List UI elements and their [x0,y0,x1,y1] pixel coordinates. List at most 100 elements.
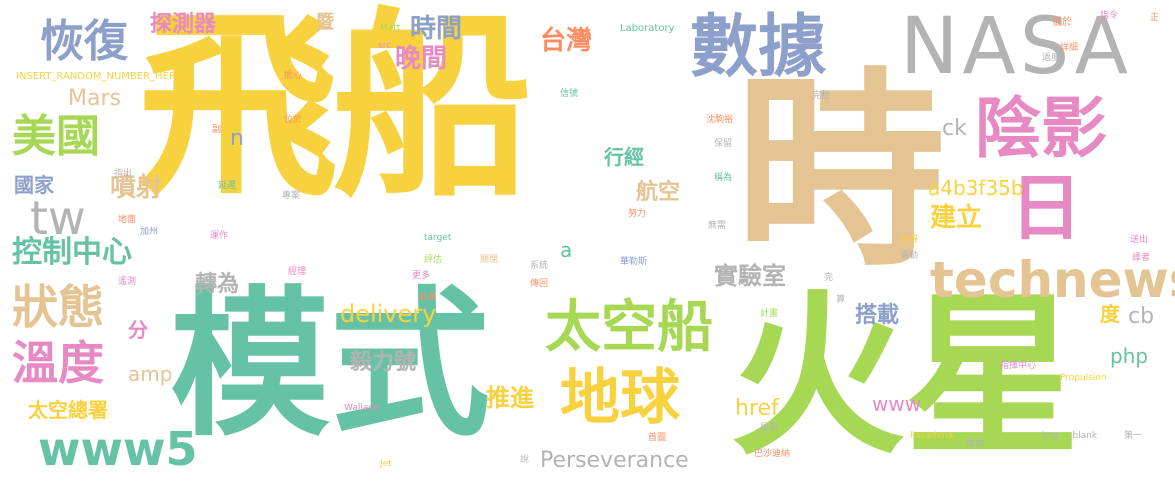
word-nasa: NASA [900,2,1133,92]
word-src: src [378,41,392,51]
word-wanzheng: 完整 [812,91,831,101]
word-shiyanshi: 實驗室 [714,262,786,290]
word-delivery: delivery [340,300,437,328]
word-tongqin: 通勤 [900,251,919,261]
word-suan: 算 [836,295,846,305]
word-baoliu: 保留 [714,139,733,149]
word-guanbi: 關閉 [480,255,499,265]
word-jingli: 經理 [288,267,307,277]
word-zhiling: 指令 [1100,11,1119,21]
word-target: target [424,233,452,243]
word-yinying: 陰影 [975,90,1107,167]
word-shijian: 時間 [410,14,463,44]
word-hangkong: 航空 [636,180,681,205]
word-penshe: 噴射 [110,173,163,203]
word-www: www [872,392,922,416]
word-feichuan: 飛船 [138,0,532,224]
word-xingjing: 行經 [604,145,644,169]
word-shi: 時 [735,50,946,295]
word-wendu: 溫度 [12,336,104,390]
word-tw: tw [30,191,86,245]
word-insert-random: INSERT_RANDOM_NUMBER_HERE [16,71,183,82]
word-wuxu: 無需 [708,221,727,231]
word-pinggu: 評估 [424,255,443,265]
word-guodu: 過度 [1042,53,1061,63]
word-yaoce: 遙測 [118,277,137,287]
word-jianli: 建立 [930,203,983,233]
word-nuli: 努力 [628,209,647,219]
word-zhichu: 指出 [114,169,133,179]
word-gengduo: 更多 [412,271,431,281]
word-shuju: 數據 [690,8,827,87]
word-taikongchuan: 太空船 [545,295,713,360]
word-www5: www5 [38,422,198,476]
word-chuanhui: 傳回 [530,279,549,289]
word-amp: amp [128,362,173,386]
word-xiangxi: 詳細 [1060,43,1079,53]
word-img: img [1042,431,1059,441]
word-shenjuyu: 沈駒裕 [706,115,734,125]
word-ji: 暨 [316,12,334,33]
word-fu: 副 [212,125,222,135]
word-mars: Mars [68,86,121,111]
word-dimian: 地面 [118,215,137,225]
word-tuijin: 推進 [486,384,534,412]
word-wan: 完 [824,273,834,283]
word-weiyu: 位於 [284,115,303,125]
word-zheng: 正 [1150,13,1160,23]
word-yuqi: 預期 [1010,349,1029,359]
word-perseverance: Perseverance [540,448,689,473]
word-meiguo: 美國 [12,111,100,162]
word-fen: 分 [128,318,148,342]
word-yanchi: 延遲 [218,181,237,191]
word-n: n [230,126,244,151]
word-laiyuan: 來源 [418,293,437,303]
word-jet: Jet [380,459,392,469]
word-zhihuizhongxin: 指揮中心 [1000,361,1037,371]
word-wanjian: 晚間 [395,44,448,74]
word-yizhe: 譯者 [1132,253,1151,263]
word-songchu: 送出 [1130,235,1149,245]
word-propulsion: Propulsion [1060,373,1107,383]
word-haode: 好得 [900,235,919,245]
word-yunzuo: 運作 [210,231,229,241]
word-pasadena: Pasadena [910,431,954,441]
word-laboratory: Laboratory [620,23,675,34]
word-ri: 日 [1010,166,1083,250]
word-a4b3f35b: a4b3f35b [928,176,1024,200]
word-a: a [560,238,573,262]
word-likai: 離開 [966,439,985,449]
word-dazai: 搭載 [855,303,900,328]
word-jihua: 計畫 [760,309,779,319]
word-jubu: 局部 [760,423,779,433]
word-kongzhizhongxin: 控制中心 [12,235,132,270]
word-cb: cb [1128,304,1155,329]
word-xitong: 系統 [530,261,549,271]
word-diyu: 低於 [1052,17,1072,28]
word-bashadina: 巴沙迪納 [754,449,791,459]
word-technews: technews [930,251,1175,309]
word-guojia: 國家 [14,173,54,197]
word-diyi: 第一 [1124,431,1143,441]
word-blank: _blank [1068,431,1098,441]
word-taiwan: 台灣 [540,26,593,56]
word-diqiu: 地球 [560,363,680,433]
word-taikongzongshu: 太空總署 [28,398,108,422]
word-php: php [1110,344,1149,368]
word-yilihao: 毅力號 [350,350,417,375]
word-matt: Matt [380,23,401,33]
word-zhuangtai: 狀態 [12,280,104,334]
word-wallace: Wallace [344,403,379,413]
word-du: 度 [1100,302,1120,326]
word-jiazhou: 加州 [140,227,159,237]
word-xinhao: 信號 [560,89,579,99]
word-chengwei: 稱為 [714,173,733,183]
word-danxin: 擔心 [284,71,303,81]
word-huoxing: 火星 [730,276,1080,479]
word-shuo: 說 [520,455,530,465]
word-tanceqi: 探測器 [150,12,217,37]
word-zhuanwei: 轉為 [195,272,240,297]
word-moshi: 模式 [170,271,491,458]
word-hualesi: 華勒斯 [620,257,648,267]
